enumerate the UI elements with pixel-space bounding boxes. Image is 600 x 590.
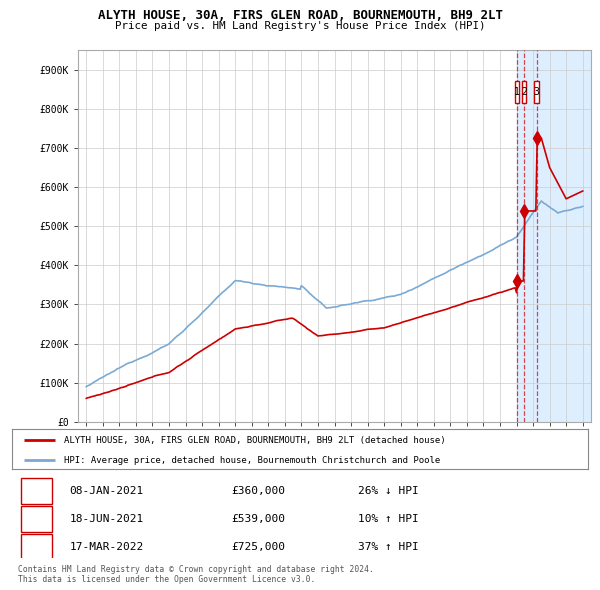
Bar	[517, 50, 591, 422]
Text: 17-MAR-2022: 17-MAR-2022	[70, 542, 144, 552]
FancyBboxPatch shape	[20, 506, 52, 532]
FancyBboxPatch shape	[515, 81, 519, 103]
Text: ALYTH HOUSE, 30A, FIRS GLEN ROAD, BOURNEMOUTH, BH9 2LT: ALYTH HOUSE, 30A, FIRS GLEN ROAD, BOURNE…	[97, 9, 503, 22]
Text: Contains HM Land Registry data © Crown copyright and database right 2024.: Contains HM Land Registry data © Crown c…	[18, 565, 374, 573]
Text: 1: 1	[33, 486, 40, 496]
Text: This data is licensed under the Open Government Licence v3.0.: This data is licensed under the Open Gov…	[18, 575, 316, 584]
Text: 26% ↓ HPI: 26% ↓ HPI	[358, 486, 418, 496]
Text: 3: 3	[533, 87, 539, 97]
Text: £360,000: £360,000	[231, 486, 285, 496]
FancyBboxPatch shape	[522, 81, 526, 103]
Text: ALYTH HOUSE, 30A, FIRS GLEN ROAD, BOURNEMOUTH, BH9 2LT (detached house): ALYTH HOUSE, 30A, FIRS GLEN ROAD, BOURNE…	[64, 435, 445, 445]
Text: HPI: Average price, detached house, Bournemouth Christchurch and Poole: HPI: Average price, detached house, Bour…	[64, 455, 440, 465]
Text: 08-JAN-2021: 08-JAN-2021	[70, 486, 144, 496]
Text: £725,000: £725,000	[231, 542, 285, 552]
Text: 37% ↑ HPI: 37% ↑ HPI	[358, 542, 418, 552]
Text: 1: 1	[514, 87, 520, 97]
Text: Price paid vs. HM Land Registry's House Price Index (HPI): Price paid vs. HM Land Registry's House …	[115, 21, 485, 31]
Text: 3: 3	[33, 542, 40, 552]
Text: 2: 2	[33, 514, 40, 524]
Text: £539,000: £539,000	[231, 514, 285, 524]
FancyBboxPatch shape	[535, 81, 539, 103]
FancyBboxPatch shape	[20, 478, 52, 504]
Text: 2: 2	[521, 87, 527, 97]
Text: 10% ↑ HPI: 10% ↑ HPI	[358, 514, 418, 524]
FancyBboxPatch shape	[20, 535, 52, 560]
Text: 18-JUN-2021: 18-JUN-2021	[70, 514, 144, 524]
